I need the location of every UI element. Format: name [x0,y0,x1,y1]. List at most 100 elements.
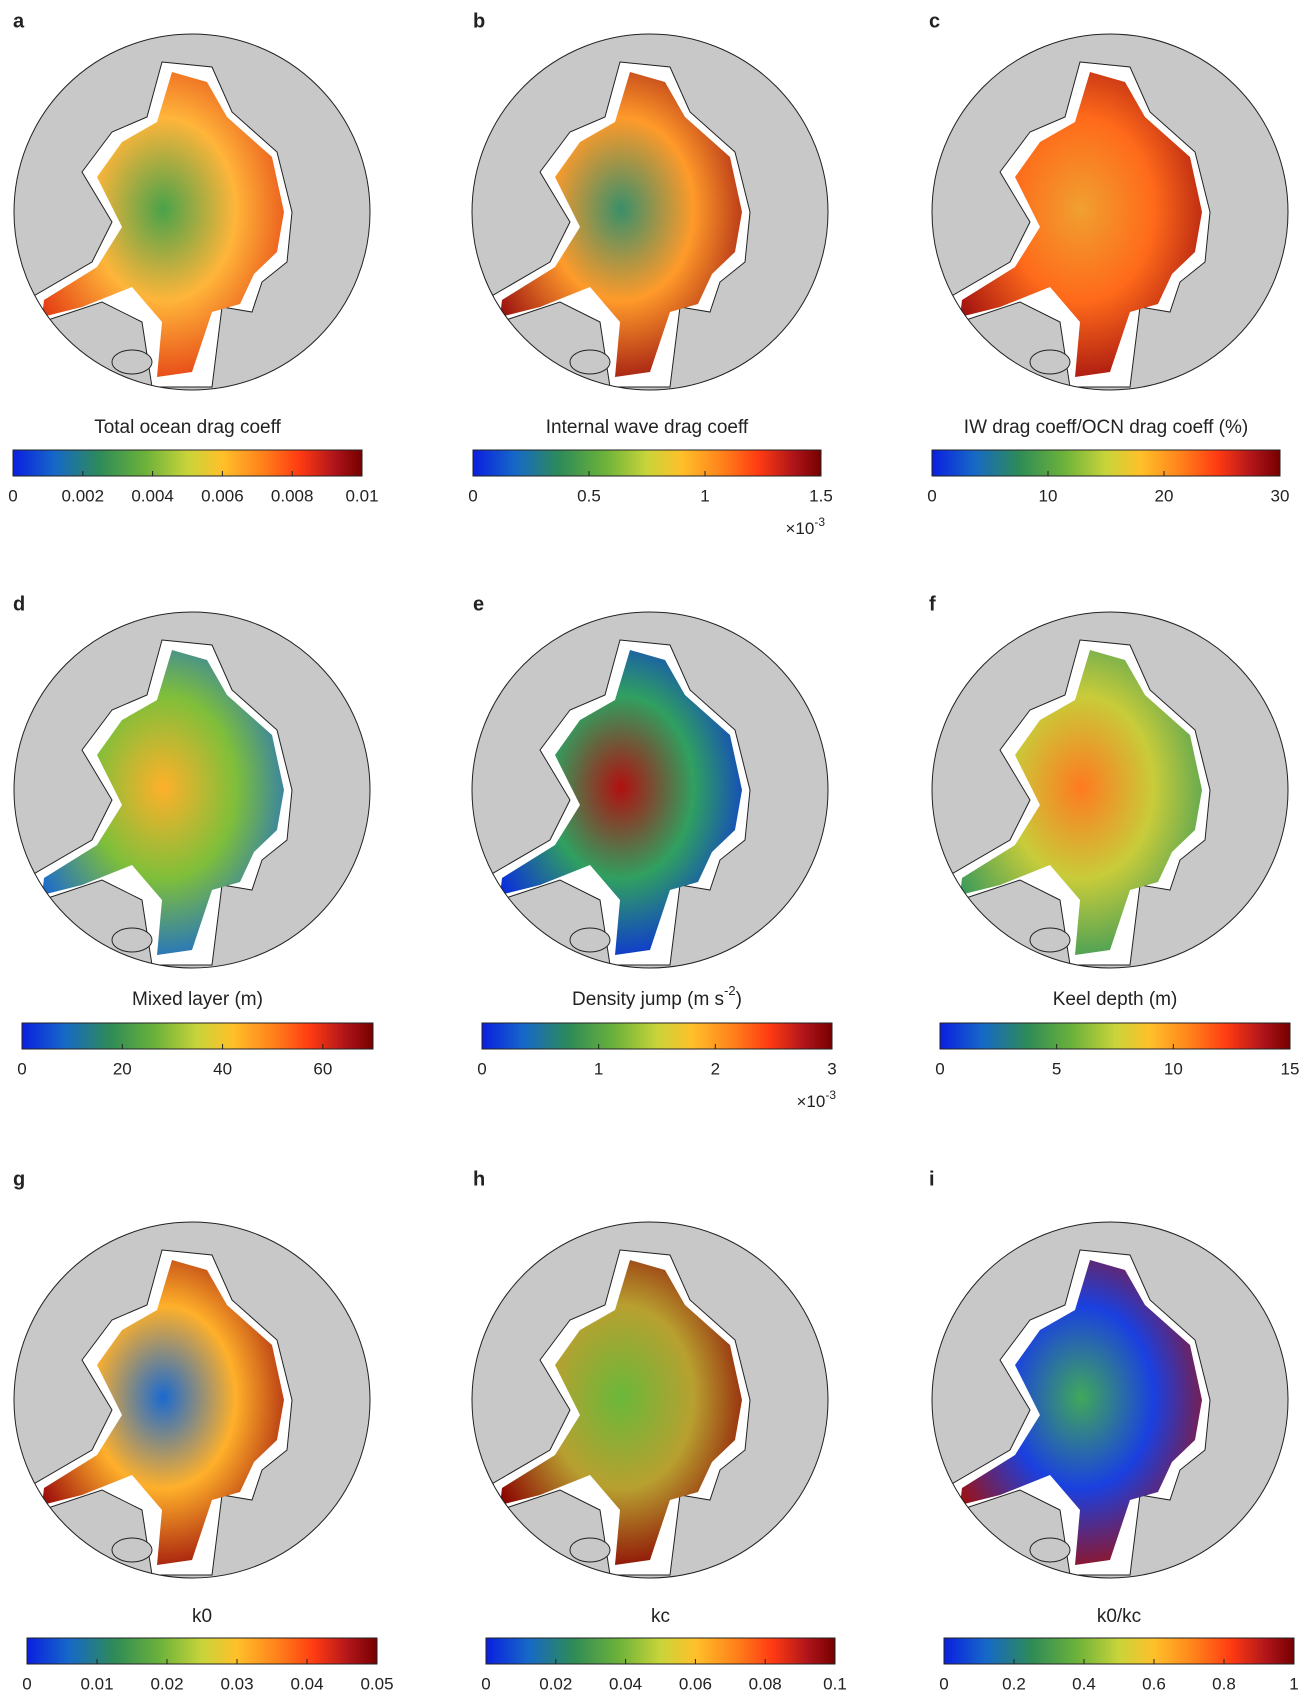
colorbar [27,1638,377,1664]
multiplier-exponent: -3 [814,515,825,529]
tick-label: 0 [8,486,17,505]
panel-letter: e [473,593,484,615]
tick-label: 1 [700,486,709,505]
colorbar-title: kc [651,1606,670,1627]
title-text: Internal wave drag coeff [546,417,749,438]
tick-label: 2 [711,1059,720,1078]
colorbar [482,1023,832,1049]
tick-label: 0.01 [80,1674,113,1693]
map-island [570,1538,610,1562]
colorbar [486,1638,835,1664]
colorbar [932,450,1280,476]
title-text: Mixed layer (m) [132,989,263,1010]
colorbar [944,1638,1294,1664]
panel-letter: g [13,1168,25,1190]
multiplier-exponent: -3 [825,1088,836,1102]
tick-label: 5 [1052,1059,1061,1078]
panel-letter: h [473,1168,485,1190]
tick-label: 10 [1039,486,1058,505]
title-text: k0 [192,1606,212,1627]
panel-letter: i [929,1168,935,1190]
tick-label: 0.002 [62,486,105,505]
tick-label: 30 [1271,486,1290,505]
figure: aTotal ocean drag coeff00.0020.0040.0060… [0,0,1304,1708]
tick-label: 0.03 [220,1674,253,1693]
multiplier: ×10-3 [785,515,825,538]
colorbar-title: Internal wave drag coeff [546,417,749,438]
tick-label: 0.5 [577,486,601,505]
title-text: Total ocean drag coeff [94,417,281,438]
tick-label: 0 [477,1059,486,1078]
title-superscript: -2 [724,983,736,998]
tick-label: 40 [213,1059,232,1078]
tick-label: 0 [939,1674,948,1693]
tick-label: 0 [468,486,477,505]
tick-label: 10 [1164,1059,1183,1078]
panel-letter: c [929,10,940,32]
tick-label: 60 [313,1059,332,1078]
tick-label: 0.02 [539,1674,572,1693]
title-text: k0/kc [1097,1606,1141,1627]
title-text: kc [651,1606,670,1627]
tick-label: 0.1 [823,1674,847,1693]
tick-label: 0 [927,486,936,505]
tick-label: 1 [594,1059,603,1078]
tick-label: 0.004 [131,486,174,505]
tick-label: 0 [17,1059,26,1078]
map-island [1030,350,1070,374]
colorbar [13,450,362,476]
map-island [570,350,610,374]
tick-label: 0.008 [271,486,314,505]
tick-label: 0.4 [1072,1674,1096,1693]
tick-label: 0.06 [679,1674,712,1693]
colorbar [940,1023,1290,1049]
colorbar-title: k0 [192,1606,212,1627]
map-island [570,928,610,952]
tick-label: 0.006 [201,486,244,505]
tick-label: 0 [935,1059,944,1078]
multiplier-base: ×10 [785,519,814,538]
map-island [1030,1538,1070,1562]
title-text: Density jump (m s [572,989,724,1010]
tick-label: 1.5 [809,486,833,505]
map-island [112,350,152,374]
panel: c IW drag coeff/OCN drag coeff (%) 0 10 20 30 [927,10,1289,505]
colorbar [22,1023,373,1049]
multiplier: ×10-3 [796,1088,836,1111]
colorbar-title: Total ocean drag coeff [94,417,281,438]
colorbar-title: IW drag coeff/OCN drag coeff (%) [964,417,1248,438]
colorbar-title: Mixed layer (m) [132,989,263,1010]
tick-label: 1 [1289,1674,1298,1693]
tick-label: 20 [113,1059,132,1078]
panel: i k0/kc 0 0.2 0.4 0.6 0.8 1 [929,1168,1299,1693]
tick-label: 0.8 [1212,1674,1236,1693]
title-text-end: ) [736,989,742,1010]
panel: e Density jump (m s-2) 0 1 2 3 ×10-3 [472,593,837,1111]
panel: d Mixed layer (m) 0 20 40 60 [13,593,373,1078]
map-island [1030,928,1070,952]
tick-label: 0.02 [150,1674,183,1693]
tick-label: 0.2 [1002,1674,1026,1693]
panel: b Internal wave drag coeff 0 0.5 1 1.5 ×10-3 [468,10,833,538]
tick-label: 0.6 [1142,1674,1166,1693]
panel-letter: b [473,10,485,32]
panel-letter: d [13,593,25,615]
map-island [112,1538,152,1562]
colorbar-title: k0/kc [1097,1606,1141,1627]
tick-label: 0.04 [609,1674,642,1693]
tick-label: 0 [22,1674,31,1693]
tick-label: 0.05 [360,1674,393,1693]
tick-label: 3 [827,1059,836,1078]
tick-label: 0.08 [749,1674,782,1693]
tick-label: 20 [1155,486,1174,505]
panel-letter: f [929,593,936,615]
tick-label: 0.01 [345,486,378,505]
title-text: Keel depth (m) [1053,989,1178,1010]
tick-label: 15 [1281,1059,1300,1078]
title-text: IW drag coeff/OCN drag coeff (%) [964,417,1248,438]
colorbar-title: Keel depth (m) [1053,989,1178,1010]
panel: f Keel depth (m) 0 5 10 15 [929,593,1299,1078]
